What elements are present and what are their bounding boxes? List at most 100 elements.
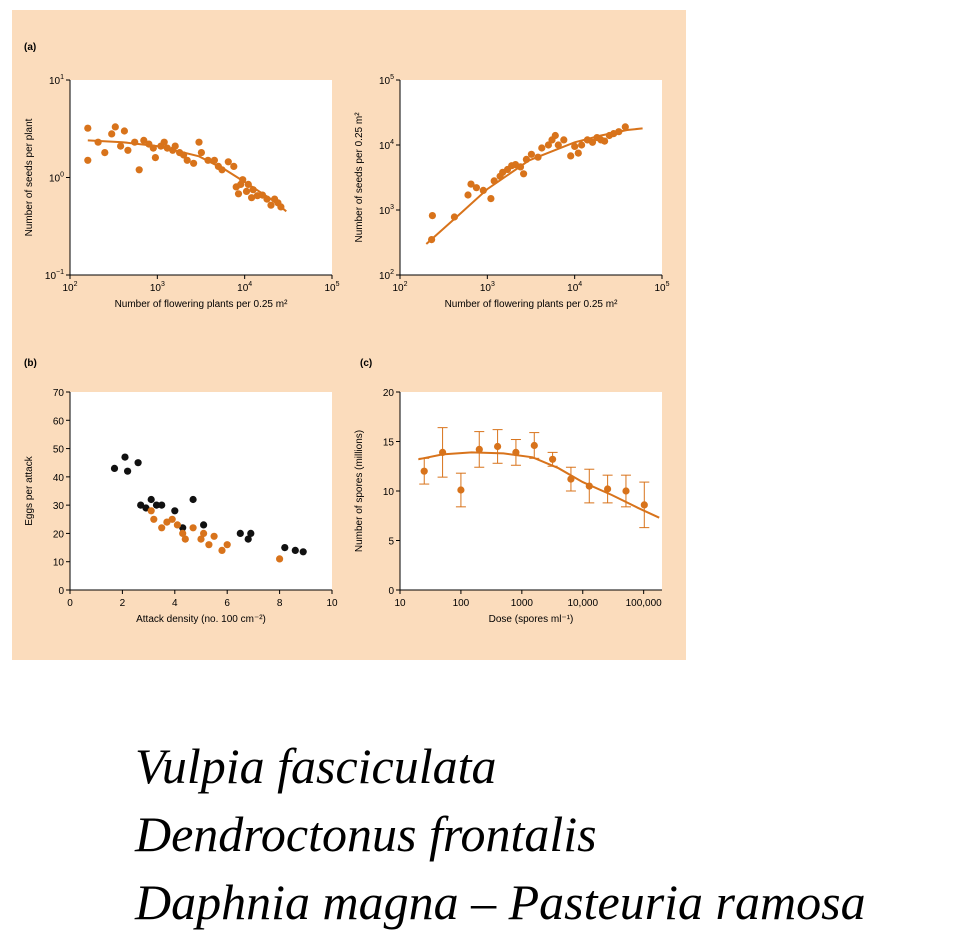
data-point xyxy=(520,170,528,178)
x-tick-label: 103 xyxy=(150,281,165,294)
y-tick-label: 104 xyxy=(379,139,394,152)
data-point xyxy=(173,521,181,529)
plot-area-c xyxy=(400,392,662,590)
fit-line-c xyxy=(418,451,660,519)
fit-line-a_right xyxy=(425,127,643,245)
data-point xyxy=(428,212,436,220)
y-tick-label: 20 xyxy=(53,529,65,540)
data-point xyxy=(205,541,213,549)
data-point xyxy=(84,124,92,132)
data-point xyxy=(195,138,203,146)
data-point xyxy=(239,176,247,184)
data-point xyxy=(549,455,557,463)
y-tick-label: 100 xyxy=(49,172,64,185)
data-point xyxy=(578,141,586,149)
data-point xyxy=(439,448,447,456)
y-tick-label: 15 xyxy=(383,438,395,449)
x-tick-label: 10 xyxy=(394,598,406,609)
data-point xyxy=(534,153,542,161)
data-point xyxy=(150,515,158,523)
data-point xyxy=(224,158,232,166)
y-tick-label: 70 xyxy=(53,388,65,399)
x-tick-label: 105 xyxy=(654,281,669,294)
data-point xyxy=(604,485,612,493)
y-tick-label: 10 xyxy=(383,487,395,498)
y-tick-label: 5 xyxy=(388,537,394,548)
data-point xyxy=(131,138,139,146)
x-axis-label-c: Dose (spores ml⁻¹) xyxy=(489,614,574,625)
plot-area-a_left xyxy=(70,80,332,275)
data-point xyxy=(223,541,231,549)
data-point xyxy=(281,544,289,552)
data-point xyxy=(140,136,148,144)
y-tick-label: 102 xyxy=(379,269,394,282)
data-point xyxy=(183,156,191,164)
data-point xyxy=(247,529,255,538)
data-point xyxy=(152,501,161,509)
chart-a_right: 102 103 104 105 102 103 104 105 Number of flower… xyxy=(354,74,670,310)
data-point xyxy=(108,130,116,138)
data-point xyxy=(124,467,132,475)
data-point xyxy=(479,186,487,194)
data-point xyxy=(190,159,198,167)
data-point xyxy=(218,166,226,174)
x-tick-label: 104 xyxy=(237,281,252,294)
data-point xyxy=(420,467,428,475)
chart-c: 10 100 1000 10,000 100,000 0 5 10 15 20 Dose (spor… xyxy=(354,358,662,625)
data-point xyxy=(512,448,520,456)
data-point xyxy=(200,529,208,538)
x-tick-label: 4 xyxy=(172,598,178,609)
data-point xyxy=(527,150,536,158)
data-point xyxy=(472,184,480,192)
data-point xyxy=(189,524,197,532)
data-point xyxy=(84,156,92,164)
x-tick-label: 103 xyxy=(480,281,495,294)
x-tick-label: 0 xyxy=(67,598,73,609)
data-point xyxy=(189,495,197,504)
data-point xyxy=(210,156,218,164)
data-point xyxy=(244,180,252,188)
y-tick-label: 0 xyxy=(388,586,394,597)
y-tick-label: 20 xyxy=(383,388,395,399)
y-tick-label: 103 xyxy=(379,204,394,217)
data-point xyxy=(179,529,187,538)
data-point xyxy=(204,156,212,164)
panel-label-a_left: (a) xyxy=(24,42,36,53)
data-point xyxy=(522,155,530,163)
plot-area-a_right xyxy=(400,80,662,275)
data-point xyxy=(234,190,243,198)
data-point xyxy=(574,149,582,157)
data-point xyxy=(544,141,553,149)
plot-area-b xyxy=(70,392,332,590)
x-axis-label-a_right: Number of flowering plants per 0.25 m² xyxy=(445,299,619,310)
data-point xyxy=(450,213,458,221)
data-point xyxy=(197,535,205,543)
data-point xyxy=(179,524,187,532)
chart-b: 0 2 4 6 8 10 0 10 20 30 40 50 60 70 Attack density (no… xyxy=(24,358,338,625)
data-point xyxy=(276,555,284,563)
species-name-2: Dendroctonus frontalis xyxy=(135,806,597,862)
data-point xyxy=(200,521,208,529)
data-point xyxy=(585,482,593,490)
data-point xyxy=(151,154,159,162)
data-point xyxy=(230,162,238,170)
species-name-1: Vulpia fasciculata xyxy=(135,738,497,794)
y-tick-label: 0 xyxy=(58,586,64,597)
data-point xyxy=(475,445,483,453)
data-point xyxy=(210,532,218,540)
y-tick-label: 40 xyxy=(53,473,65,484)
data-point xyxy=(124,146,132,154)
data-point xyxy=(249,186,257,194)
data-point xyxy=(560,136,568,144)
data-point xyxy=(457,486,465,494)
x-tick-label: 1000 xyxy=(511,598,534,609)
panel-label-b: (b) xyxy=(24,358,37,369)
data-point xyxy=(494,442,502,451)
data-point xyxy=(244,535,252,543)
y-axis-label-a_right: Number of seeds per 0.25 m² xyxy=(354,112,365,243)
y-axis-label-a_left: Number of seeds per plant xyxy=(24,118,35,236)
data-point xyxy=(242,187,251,195)
data-point xyxy=(428,236,436,244)
data-point xyxy=(538,144,546,152)
